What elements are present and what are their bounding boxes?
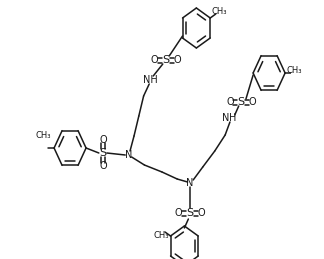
Text: O: O bbox=[99, 161, 107, 171]
Text: N: N bbox=[186, 178, 194, 188]
Text: CH₃: CH₃ bbox=[36, 131, 52, 140]
Text: O: O bbox=[226, 97, 234, 107]
Text: S: S bbox=[186, 208, 193, 218]
Text: S: S bbox=[162, 55, 169, 65]
Text: CH₃: CH₃ bbox=[153, 232, 169, 241]
Text: O: O bbox=[175, 208, 183, 218]
Text: NH: NH bbox=[143, 75, 157, 85]
Text: CH₃: CH₃ bbox=[211, 6, 227, 16]
Text: O: O bbox=[197, 208, 205, 218]
Text: S: S bbox=[99, 148, 106, 158]
Text: N: N bbox=[125, 150, 132, 160]
Text: O: O bbox=[249, 97, 256, 107]
Text: CH₃: CH₃ bbox=[287, 66, 302, 75]
Text: O: O bbox=[173, 55, 181, 65]
Text: H: H bbox=[229, 113, 237, 123]
Text: N: N bbox=[222, 113, 230, 123]
Text: O: O bbox=[151, 55, 159, 65]
Text: S: S bbox=[237, 97, 245, 107]
Text: O: O bbox=[99, 135, 107, 145]
